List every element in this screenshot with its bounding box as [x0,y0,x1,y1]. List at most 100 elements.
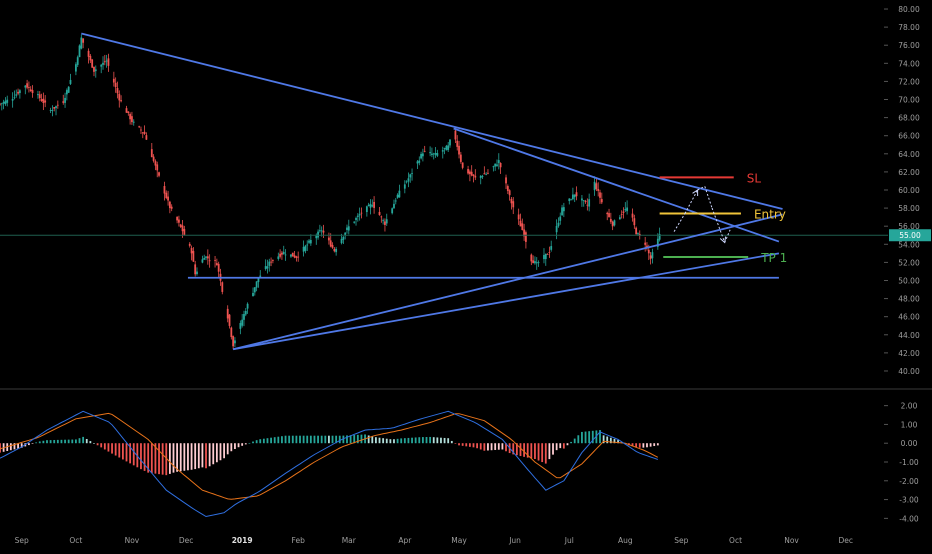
candle-body [367,204,370,207]
candle-body [120,100,122,102]
macd-histogram-bar [570,441,572,444]
candle-body [470,171,473,176]
macd-histogram-bar [302,435,305,444]
candle-body [26,83,29,88]
candle-body [228,314,231,326]
candle-body [608,213,610,218]
candle-body [302,246,305,252]
macd-histogram-bar [526,443,529,458]
candle-body [131,116,133,123]
candle-body [87,50,90,57]
macd-histogram-bar [617,440,619,444]
candle-body [17,91,19,94]
candle-body [215,263,218,266]
macd-histogram-bar [472,443,475,448]
candle-body [243,314,245,320]
candle-body [194,264,197,275]
candle-body [244,311,247,315]
candle-body [103,61,106,63]
candle-body [331,244,334,248]
projection-segment[interactable] [697,185,706,191]
macd-histogram-bar [49,440,52,444]
time-tick-label: Jul [564,536,574,545]
candle-body [555,225,558,233]
macd-histogram-bar [505,443,507,452]
macd-histogram-bar [515,443,518,456]
trendline[interactable] [232,213,783,351]
macd-histogram-bar [461,443,464,446]
macd-histogram-bar [512,443,515,455]
candle-body [441,150,444,152]
macd-histogram-bar [436,437,439,444]
price-tick-label: 74.00 [898,59,920,68]
candle-body [394,200,397,202]
candle-body [127,111,130,113]
projection-segment[interactable] [684,189,699,214]
candle-body [485,173,488,175]
candle-body [188,243,191,246]
candle-body [474,175,477,178]
candle-body [586,204,589,206]
macd-histogram-bar [396,438,399,444]
macd-histogram-bar [20,443,23,448]
macd-histogram-bar [523,443,525,457]
macd-signal-line[interactable] [0,412,659,500]
price-axis[interactable]: 80.00 78.00 76.00 74.00 72.00 70.00 68.00 66.00… [884,5,931,376]
candle-body [255,281,258,288]
candle-body [575,192,578,197]
macd-histogram-bar [606,436,609,444]
macd-axis[interactable]: 2.00 1.00 0.00 -1.00 -2.00 -3.00 -4.00 [884,402,919,524]
macd-histogram-bar [194,443,197,470]
candle-body [214,260,216,261]
trendline[interactable] [232,252,780,351]
candle-body [494,163,497,167]
candle-body [373,202,375,208]
candle-body [75,64,77,72]
candle-body [637,233,639,235]
candle-body [447,145,450,150]
time-tick-label: Aug [618,536,633,545]
macd-histogram-bar [208,443,211,467]
macd-histogram-bar [183,443,186,471]
candle-body [37,94,39,96]
time-axis[interactable]: Sep Oct Nov Dec 2019 Feb Mar Apr May Jun Jul Aug Sep… [15,536,853,545]
price-tick-label: 54.00 [898,240,920,249]
macd-histogram-bar [150,443,153,474]
macd-tick-label: 1.00 [901,420,918,429]
candle-body [635,227,638,235]
macd-histogram-bar [158,443,160,475]
macd-histogram-bar [577,435,580,444]
candle-body [521,223,524,230]
projection-arrowhead [719,236,727,244]
macd-histogram-bar [111,443,113,454]
macd-histogram-bar [375,437,377,444]
macd-histogram-bar [649,443,652,447]
macd-histogram-bar [562,443,565,449]
trendline[interactable] [453,127,780,243]
candle-body [423,150,426,152]
macd-histogram-bar [411,437,413,444]
macd-histogram-bar [421,437,424,444]
candle-body [65,90,68,95]
candle-body [588,199,591,207]
candle-body [445,145,448,151]
trendline[interactable] [81,32,783,210]
candle-body [152,156,155,161]
macd-histogram-bar [458,443,460,446]
macd-histogram-bar [93,443,95,444]
candle-body [398,190,401,198]
macd-line[interactable] [0,410,658,518]
candle-body [335,248,338,253]
price-pane[interactable] [0,34,888,350]
price-tick-label: 56.00 [898,222,920,231]
candle-body [550,246,553,250]
candle-body [344,232,347,236]
candle-body [217,263,220,272]
macd-pane[interactable] [0,410,659,518]
projection-segment[interactable] [673,213,686,232]
candle-body [0,103,3,105]
candle-body [487,172,489,174]
